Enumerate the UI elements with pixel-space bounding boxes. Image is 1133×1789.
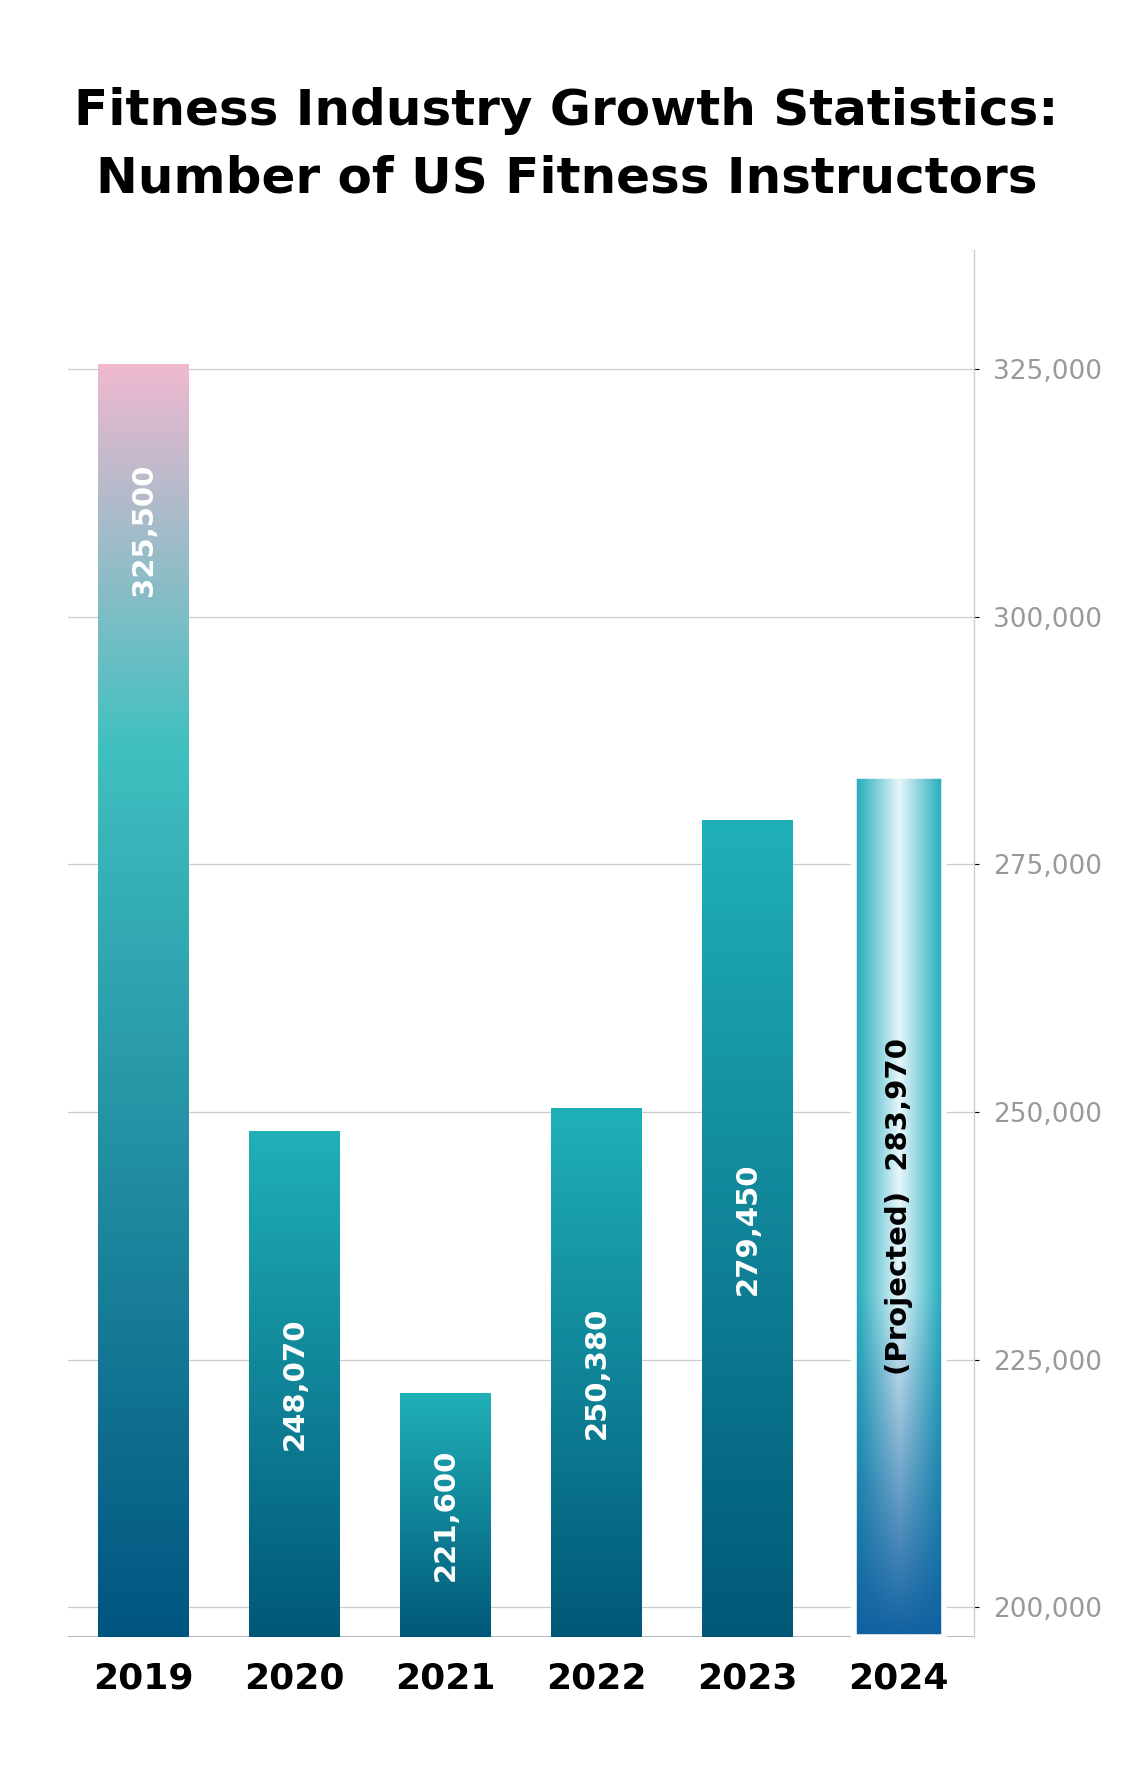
Text: 250,380: 250,380 (582, 1306, 611, 1438)
Text: (Projected)  283,970: (Projected) 283,970 (885, 1038, 913, 1374)
Text: Number of US Fitness Instructors: Number of US Fitness Instructors (96, 156, 1037, 202)
Text: 279,450: 279,450 (734, 1163, 761, 1295)
Text: 325,500: 325,500 (129, 463, 157, 596)
Text: Fitness Industry Growth Statistics:: Fitness Industry Growth Statistics: (75, 88, 1058, 134)
Text: 221,600: 221,600 (432, 1449, 460, 1581)
Bar (853, 776, 944, 1637)
Text: 248,070: 248,070 (281, 1318, 308, 1451)
